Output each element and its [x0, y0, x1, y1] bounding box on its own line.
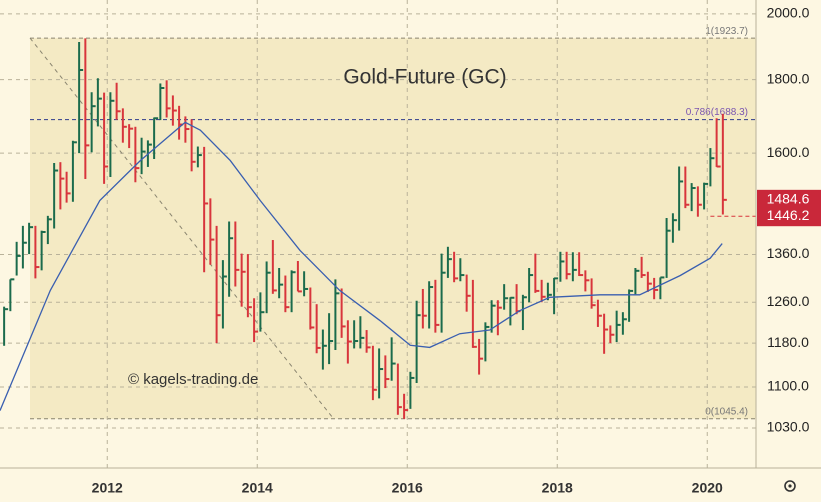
- moving-average: [0, 121, 723, 411]
- y-tick-label: 1100.0: [767, 378, 809, 394]
- y-axis-panel: [756, 0, 821, 502]
- x-tick-label: 2018: [542, 480, 573, 496]
- fib-zone-group: 1(1923.7) 0.786(1688.3) 0(1045.4): [30, 26, 756, 420]
- x-tick-label: 2014: [242, 480, 273, 496]
- y-tick-label: 1260.0: [767, 293, 810, 309]
- price-label: 1446.2: [767, 207, 810, 223]
- grid-group: [0, 0, 756, 468]
- price-label-box: [757, 206, 821, 227]
- price-label: 1484.6: [767, 191, 810, 207]
- price-label-box: [757, 189, 821, 210]
- x-tick-label: 2020: [692, 480, 723, 496]
- settings-gear[interactable]: [784, 480, 796, 492]
- x-tick-label: 2012: [92, 480, 123, 496]
- fib-level-label: 0.786(1688.3): [686, 107, 748, 118]
- y-tick-label: 1030.0: [767, 419, 810, 435]
- marks-group: [0, 38, 756, 419]
- y-tick-label: 1600.0: [767, 144, 810, 160]
- y-tick-label: 1180.0: [767, 334, 809, 350]
- y-tick-label: 1800.0: [767, 70, 810, 86]
- y-tick-label: 1360.0: [767, 245, 810, 261]
- settings-hub[interactable]: [788, 484, 792, 488]
- settings-icon[interactable]: [784, 480, 796, 492]
- y-tick-label: 2000.0: [767, 5, 810, 21]
- fib-level-label: 1(1923.7): [705, 26, 748, 37]
- fib-level-label: 0(1045.4): [705, 406, 748, 417]
- fib-diagonal: [29, 37, 334, 419]
- watermark: © kagels-trading.de: [128, 371, 258, 388]
- fib-zone: [30, 38, 756, 419]
- chart-title: Gold-Future (GC): [343, 66, 506, 89]
- x-tick-label: 2016: [392, 480, 423, 496]
